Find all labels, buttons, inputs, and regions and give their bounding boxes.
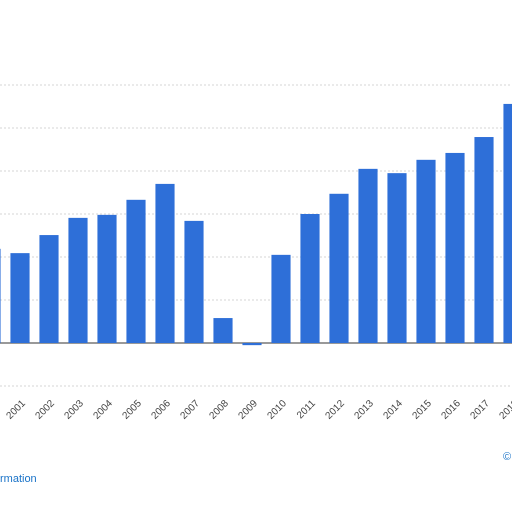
bar: [184, 220, 204, 343]
bar: [155, 183, 175, 343]
bar: [387, 173, 407, 343]
bar: [300, 214, 320, 343]
x-tick-label: 2013: [352, 398, 376, 422]
bar: [416, 159, 436, 343]
bar: [358, 168, 378, 343]
x-tick-label: 2003: [62, 398, 86, 422]
x-tick-label: 2009: [236, 398, 260, 422]
bar: [503, 103, 512, 343]
x-tick-label: 2012: [323, 398, 347, 422]
bar: [126, 199, 146, 343]
bar: [329, 193, 349, 343]
x-tick-label: 2007: [178, 398, 202, 422]
x-tick-label: 2006: [149, 398, 173, 422]
x-tick-label: 2017: [468, 398, 492, 422]
bar: [271, 254, 291, 343]
x-tick-label: 2015: [410, 398, 434, 422]
x-tick-label: 2008: [207, 398, 231, 422]
bar: [445, 152, 465, 343]
bar: [213, 318, 233, 343]
bar: [474, 137, 494, 343]
x-tick-label: 2005: [120, 398, 144, 422]
x-tick-label: 2001: [4, 398, 28, 422]
x-tick-label: 2016: [439, 398, 463, 422]
copyright[interactable]: ©: [503, 451, 511, 463]
bar: [97, 214, 117, 343]
info-link[interactable]: rmation: [0, 473, 37, 485]
bar: [39, 235, 59, 343]
x-tick-label: 2014: [381, 398, 405, 422]
x-tick-label: 2010: [265, 398, 289, 422]
x-tick-label: 2004: [91, 398, 115, 422]
x-tick-label: 2018: [497, 398, 512, 422]
bar: [0, 248, 1, 343]
x-tick-label: 2011: [295, 398, 318, 421]
x-tick-label: 2002: [33, 398, 57, 422]
bar: [242, 343, 262, 346]
bar: [10, 253, 30, 343]
bar: [68, 217, 88, 343]
